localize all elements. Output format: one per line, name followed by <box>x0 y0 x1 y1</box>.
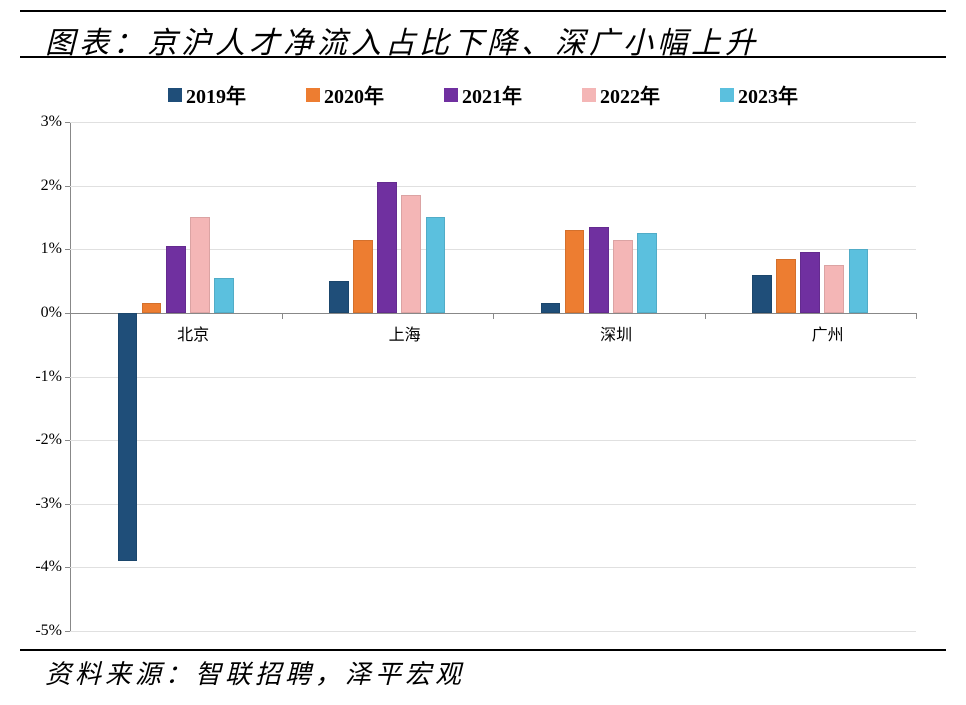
legend-label: 2019年 <box>186 80 246 109</box>
bar <box>426 217 446 312</box>
top-rule <box>20 10 946 12</box>
legend-swatch <box>306 88 320 102</box>
category-tick <box>705 313 706 319</box>
bar <box>824 265 844 313</box>
y-tick-label: -4% <box>35 558 70 576</box>
y-tick-label: -5% <box>35 622 70 640</box>
chart-area: 2019年 2020年 2021年 2022年 2023年 -5% -4% -3% -2% -1… <box>20 72 946 641</box>
bar <box>353 240 373 313</box>
bar <box>849 249 869 313</box>
mid-rule <box>20 56 946 58</box>
plot-area: -5%-4%-3%-2%-1%0%1%2%3%北京上海深圳广州 <box>70 122 916 631</box>
legend-swatch <box>444 88 458 102</box>
category-tick <box>493 313 494 319</box>
bottom-rule <box>20 649 946 651</box>
y-tick-label: 0% <box>41 304 70 322</box>
y-tick-label: 3% <box>41 113 70 131</box>
bar <box>329 281 349 313</box>
legend: 2019年 2020年 2021年 2022年 2023年 <box>20 80 946 109</box>
bar <box>565 230 585 313</box>
y-tick-label: -3% <box>35 495 70 513</box>
bar <box>377 182 397 312</box>
legend-label: 2020年 <box>324 80 384 109</box>
legend-item: 2019年 <box>168 80 246 109</box>
grid-line <box>70 567 916 568</box>
category-label: 上海 <box>389 321 421 345</box>
bar <box>800 252 820 312</box>
legend-label: 2021年 <box>462 80 522 109</box>
bar <box>637 233 657 313</box>
legend-swatch <box>720 88 734 102</box>
legend-label: 2022年 <box>600 80 660 109</box>
bar <box>401 195 421 313</box>
bar <box>752 275 772 313</box>
grid-line <box>70 186 916 187</box>
grid-line <box>70 504 916 505</box>
legend-swatch <box>168 88 182 102</box>
y-tick-label: 1% <box>41 240 70 258</box>
bar <box>142 303 162 313</box>
category-tick <box>282 313 283 319</box>
bar <box>166 246 186 313</box>
grid-line <box>70 440 916 441</box>
legend-item: 2023年 <box>720 80 798 109</box>
bar <box>190 217 210 312</box>
grid-line <box>70 631 916 632</box>
category-label: 广州 <box>812 321 844 345</box>
legend-item: 2020年 <box>306 80 384 109</box>
bar <box>589 227 609 313</box>
bar <box>118 313 138 561</box>
category-label: 深圳 <box>600 321 632 345</box>
bar <box>541 303 561 313</box>
category-label: 北京 <box>177 321 209 345</box>
legend-label: 2023年 <box>738 80 798 109</box>
chart-source: 资料来源：智联招聘，泽平宏观 <box>45 654 465 691</box>
y-tick-label: -1% <box>35 368 70 386</box>
grid-line <box>70 377 916 378</box>
category-tick <box>916 313 917 319</box>
bar <box>776 259 796 313</box>
legend-item: 2022年 <box>582 80 660 109</box>
legend-item: 2021年 <box>444 80 522 109</box>
legend-swatch <box>582 88 596 102</box>
bar <box>613 240 633 313</box>
y-tick-label: 2% <box>41 177 70 195</box>
grid-line <box>70 122 916 123</box>
bar <box>214 278 234 313</box>
y-tick-label: -2% <box>35 431 70 449</box>
